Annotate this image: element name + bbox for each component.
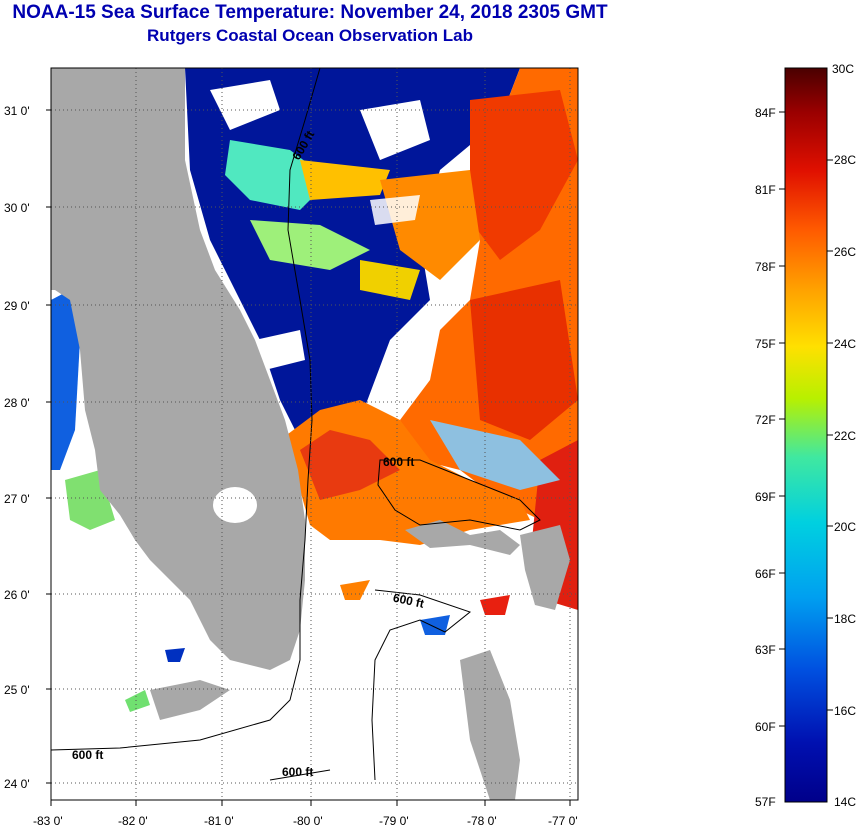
lat-label: 26 0' [4, 588, 30, 602]
colorbar-fahrenheit-label: 60F [755, 720, 776, 734]
colorbar-fahrenheit-label: 84F [755, 106, 776, 120]
lon-label: -80 0' [293, 814, 323, 828]
isobath-label: 600 ft [392, 591, 426, 611]
map-title: NOAA-15 Sea Surface Temperature: Novembe… [12, 2, 608, 23]
colorbar-fahrenheit-label: 81F [755, 183, 776, 197]
colorbar-celsius-label: 22C [834, 429, 856, 443]
lon-label: -78 0' [467, 814, 497, 828]
colorbar-fahrenheit-label: 72F [755, 413, 776, 427]
isobath-line [51, 68, 321, 751]
colorbar [784, 67, 828, 803]
colorbar-celsius-label: 28C [834, 153, 856, 167]
lat-label: 24 0' [4, 777, 30, 791]
lat-label: 29 0' [4, 299, 30, 313]
colorbar-fahrenheit-label: 69F [755, 490, 776, 504]
colorbar-celsius-label: 18C [834, 612, 856, 626]
colorbar-celsius-label: 20C [834, 520, 856, 534]
isobath-label: 600 ft [72, 748, 103, 762]
lat-label: 25 0' [4, 683, 30, 697]
lon-label: -77 0' [548, 814, 578, 828]
colorbar-ticks [779, 111, 833, 727]
colorbar-celsius-label: 24C [834, 337, 856, 351]
isobath-label: 600 ft [383, 455, 414, 469]
colorbar-fahrenheit-label: 57F [755, 795, 776, 809]
map-subtitle: Rutgers Coastal Ocean Observation Lab [147, 26, 473, 45]
lat-label: 31 0' [4, 104, 30, 118]
colorbar-celsius-label: 26C [834, 245, 856, 259]
lon-label: -79 0' [379, 814, 409, 828]
isobath-label: 600 ft [282, 765, 313, 779]
colorbar-celsius-label: 14C [834, 795, 856, 809]
colorbar-fahrenheit-label: 66F [755, 567, 776, 581]
lat-label: 27 0' [4, 492, 30, 506]
colorbar-fahrenheit-label: 63F [755, 643, 776, 657]
lon-label: -82 0' [118, 814, 148, 828]
map-frame [50, 67, 579, 801]
lon-label: -81 0' [204, 814, 234, 828]
bahamas-land [405, 520, 520, 555]
colorbar-celsius-label: 16C [834, 704, 856, 718]
colorbar-fahrenheit-label: 78F [755, 260, 776, 274]
lat-label: 30 0' [4, 201, 30, 215]
lat-label: 28 0' [4, 396, 30, 410]
colorbar-fahrenheit-label: 75F [755, 337, 776, 351]
lon-label: -83 0' [33, 814, 63, 828]
colorbar-celsius-label: 30C [832, 62, 854, 76]
